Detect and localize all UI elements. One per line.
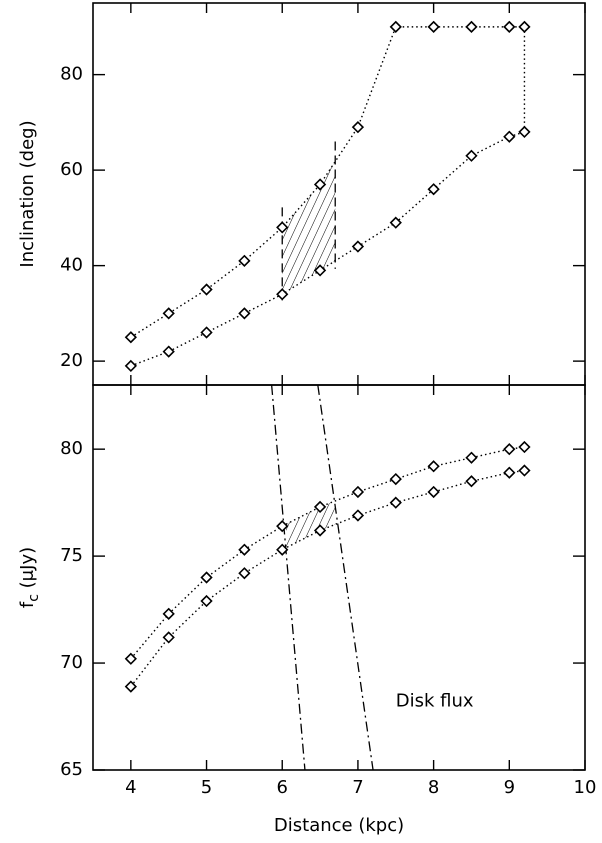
marker	[238, 567, 251, 580]
marker	[465, 451, 478, 464]
marker	[238, 307, 251, 320]
series-line	[130, 469, 525, 688]
marker	[238, 543, 251, 556]
marker	[276, 221, 289, 234]
y-tick-label: 40	[60, 255, 83, 276]
marker	[162, 345, 175, 358]
marker	[124, 359, 137, 373]
marker	[313, 264, 327, 277]
marker	[389, 216, 402, 229]
marker	[351, 509, 365, 522]
marker	[238, 254, 251, 267]
x-tick-label: 9	[504, 777, 515, 798]
marker	[162, 631, 175, 644]
x-tick-label: 6	[277, 777, 288, 798]
x-tick-label: 5	[201, 777, 212, 798]
plot-frame	[92, 384, 586, 771]
y-axis-label-part: (μJy)	[17, 547, 38, 594]
marker	[518, 125, 531, 139]
marker	[503, 443, 516, 456]
y-tick-label: 80	[60, 64, 83, 85]
marker	[162, 307, 175, 320]
marker	[162, 607, 175, 620]
plot-frame	[92, 2, 586, 386]
marker	[276, 543, 289, 556]
marker	[351, 240, 365, 253]
y-tick-label: 65	[60, 759, 83, 780]
marker	[276, 520, 289, 533]
x-tick-label: 8	[428, 777, 439, 798]
marker	[313, 500, 327, 514]
series-line	[130, 446, 525, 660]
y-axis-label: Inclination (deg)	[17, 120, 38, 267]
marker	[465, 20, 478, 34]
marker	[465, 475, 478, 488]
marker	[518, 440, 531, 454]
marker	[200, 283, 213, 296]
y-tick-label: 70	[60, 652, 83, 673]
x-axis-label: Distance (kpc)	[274, 815, 404, 836]
x-tick-label: 10	[574, 777, 597, 798]
marker	[503, 466, 516, 479]
marker	[124, 331, 137, 344]
y-tick-label: 75	[60, 545, 83, 566]
marker	[313, 524, 327, 537]
marker	[465, 149, 478, 162]
marker	[276, 288, 289, 301]
marker	[427, 485, 440, 499]
marker	[503, 130, 516, 143]
annotation: Disk flux	[396, 691, 474, 712]
series-line	[130, 131, 525, 367]
constraint-line	[270, 385, 306, 770]
marker	[351, 485, 365, 499]
marker	[427, 460, 440, 473]
marker	[124, 680, 137, 693]
y-tick-label: 60	[60, 159, 83, 180]
marker	[200, 326, 213, 339]
marker	[427, 183, 440, 196]
marker	[427, 20, 440, 34]
constraint-line	[317, 385, 374, 770]
x-tick-label: 4	[125, 777, 136, 798]
marker	[518, 464, 531, 477]
marker	[200, 594, 213, 608]
shaded-region	[282, 161, 336, 295]
marker	[503, 20, 516, 34]
marker	[124, 652, 137, 665]
marker	[351, 121, 365, 134]
x-tick-label: 7	[352, 777, 363, 798]
marker	[389, 496, 402, 509]
y-axis-label: fc (μJy)	[17, 547, 42, 608]
series-line	[130, 26, 525, 338]
marker	[389, 20, 402, 34]
marker	[389, 472, 402, 486]
y-tick-label: 20	[60, 350, 83, 371]
shaded-region	[286, 500, 336, 548]
y-axis-label-part: f	[17, 601, 38, 608]
marker	[200, 571, 213, 584]
marker	[518, 20, 531, 34]
y-axis-label-part: c	[26, 594, 42, 602]
marker	[313, 178, 327, 191]
y-tick-label: 80	[60, 438, 83, 459]
